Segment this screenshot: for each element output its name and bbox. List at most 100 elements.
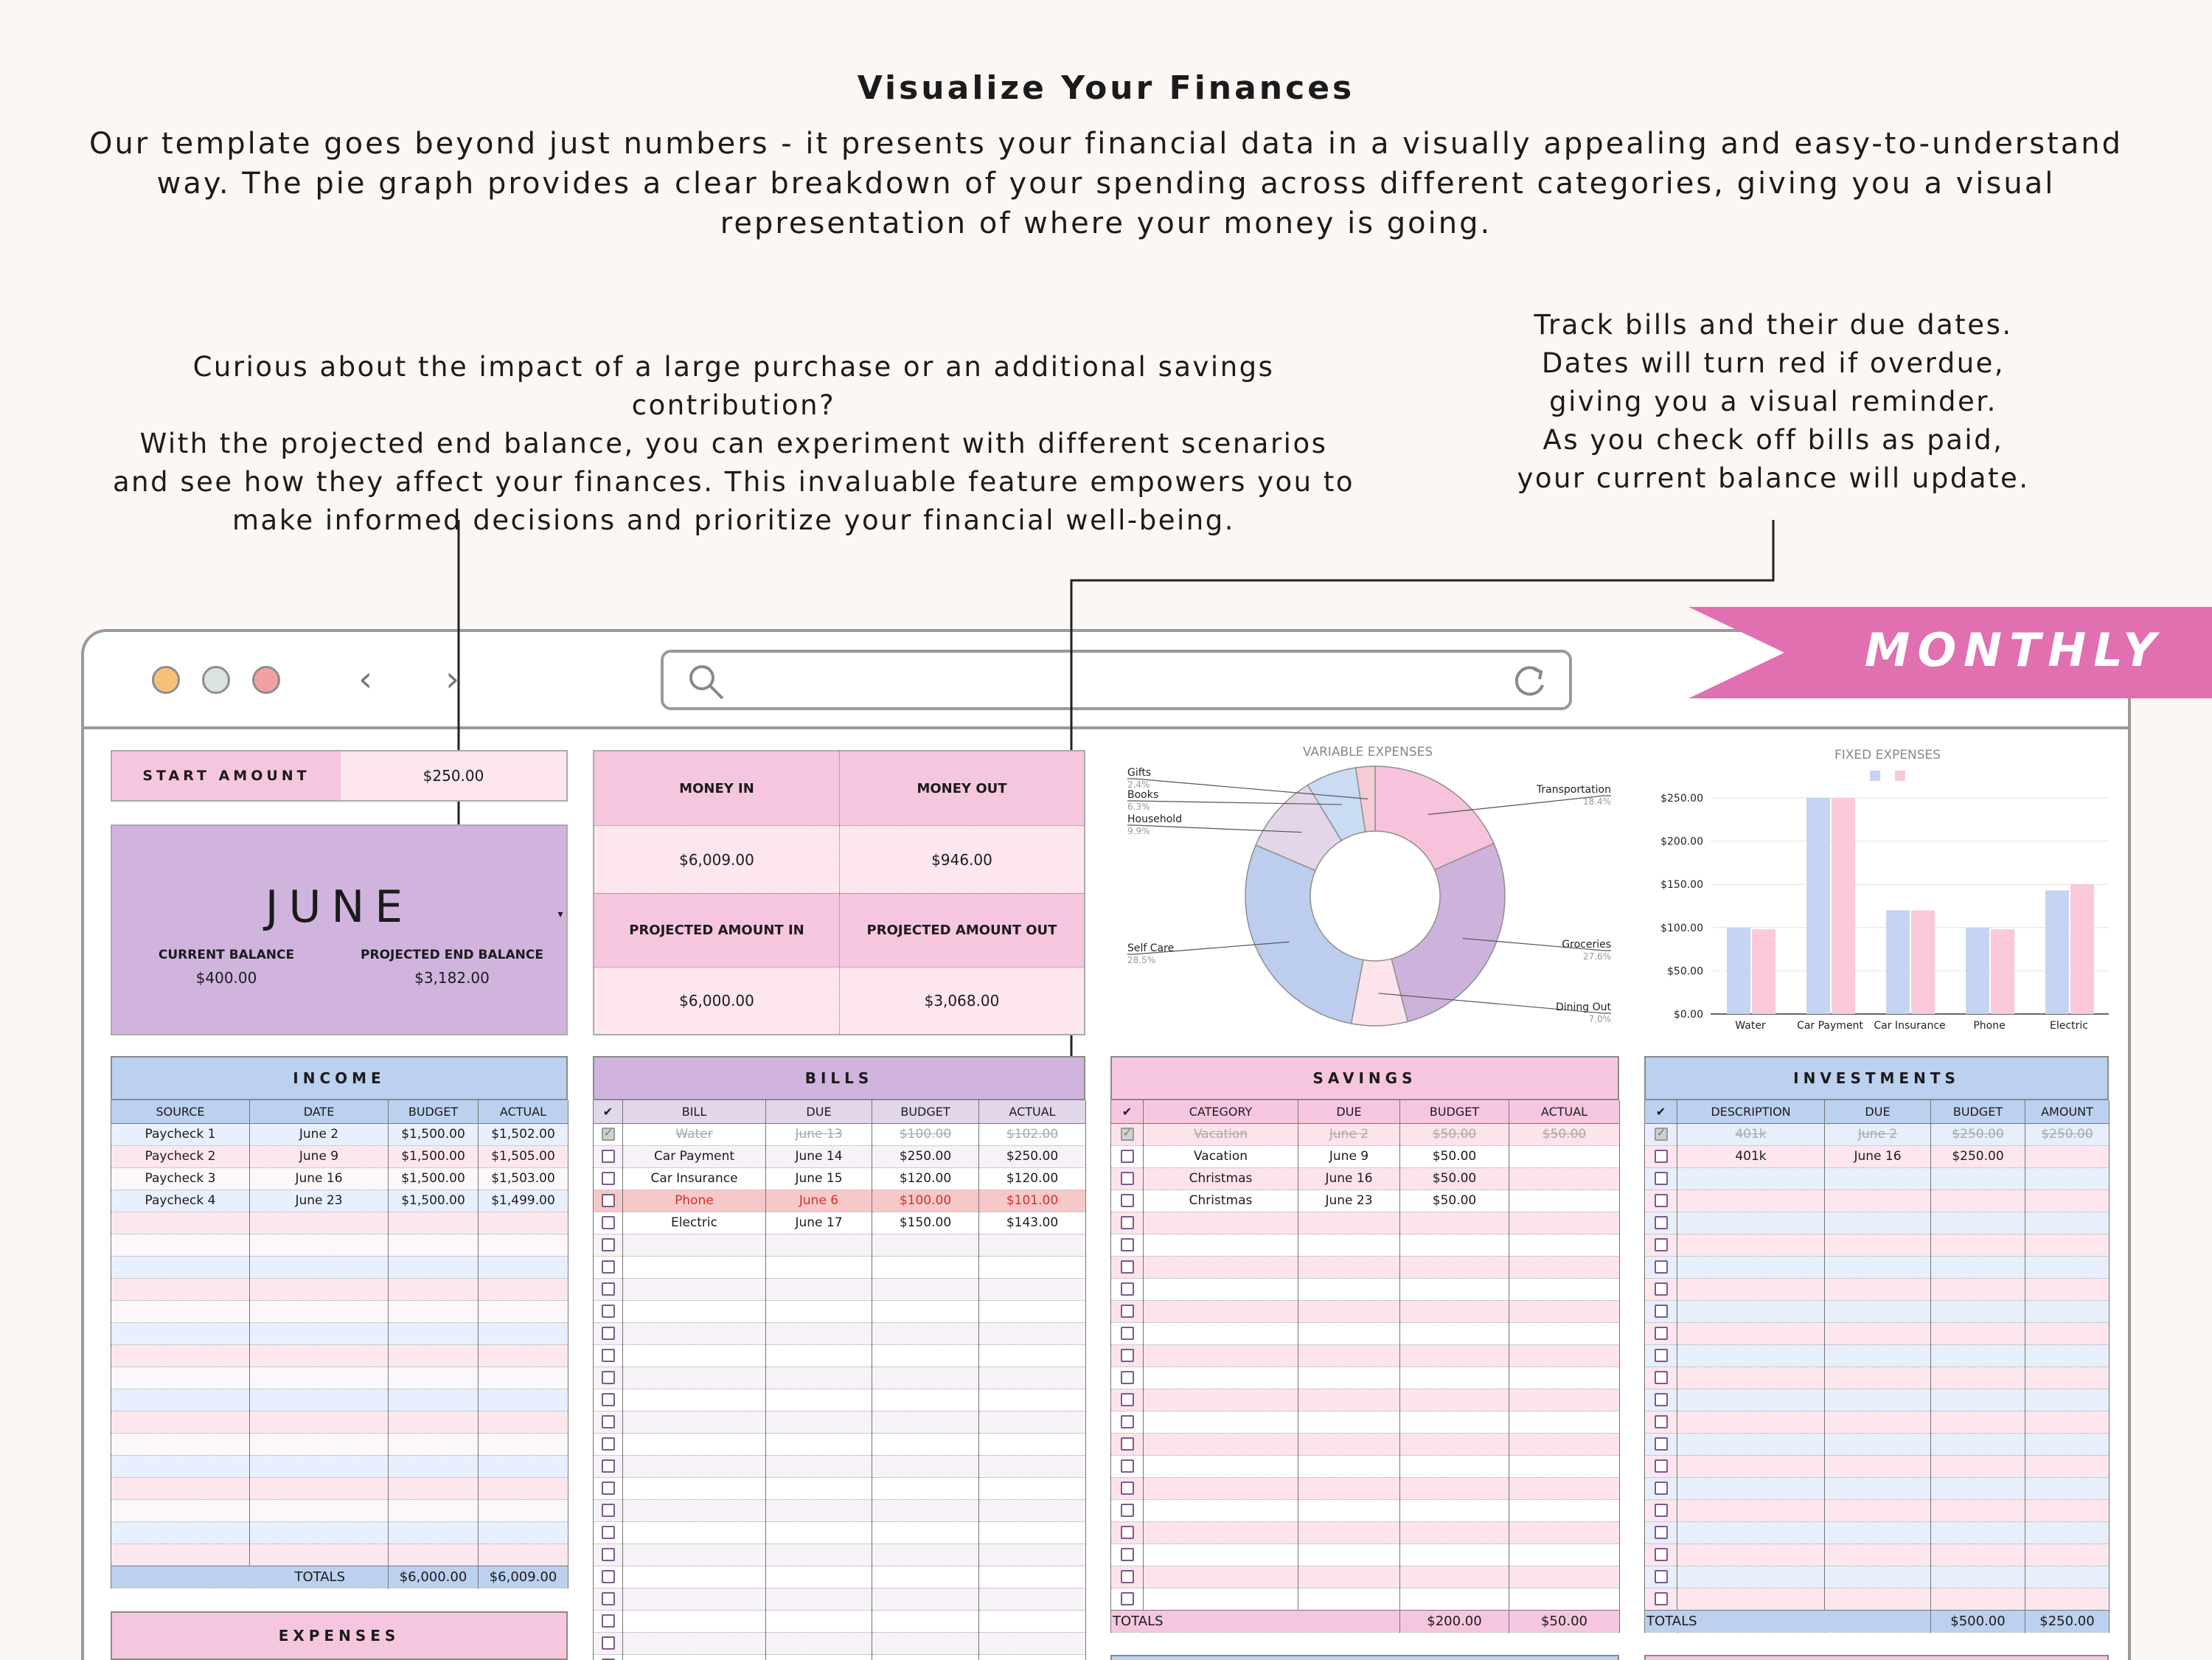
bills-cell[interactable] (765, 1455, 872, 1478)
bills-cell[interactable] (765, 1278, 872, 1301)
income-cell[interactable] (249, 1256, 389, 1279)
income-cell[interactable] (388, 1521, 479, 1544)
income-cell[interactable] (111, 1477, 250, 1500)
investments-cell[interactable] (2025, 1190, 2110, 1212)
savings-cell[interactable] (1399, 1234, 1509, 1257)
checkbox[interactable] (1654, 1305, 1668, 1318)
bills-cell[interactable] (872, 1477, 979, 1500)
investments-cell[interactable] (1824, 1566, 1931, 1588)
investments-cell[interactable] (2025, 1588, 2110, 1611)
investments-cell[interactable]: June 2 (1824, 1123, 1931, 1146)
income-cell[interactable] (249, 1499, 389, 1522)
checkbox[interactable] (1120, 1216, 1134, 1229)
income-cell[interactable] (478, 1256, 568, 1279)
investments-cell[interactable] (1930, 1322, 2025, 1345)
bills-cell[interactable]: $102.00 (978, 1123, 1086, 1146)
checkbox[interactable] (1654, 1592, 1668, 1605)
savings-cell[interactable] (1298, 1455, 1400, 1478)
bills-cell[interactable] (765, 1499, 872, 1522)
savings-cell[interactable]: $50.00 (1509, 1123, 1620, 1146)
investments-check-cell[interactable] (1644, 1145, 1677, 1168)
savings-cell[interactable] (1509, 1521, 1620, 1544)
savings-cell[interactable] (1298, 1543, 1400, 1566)
savings-cell[interactable] (1298, 1234, 1400, 1257)
savings-cell[interactable] (1143, 1543, 1298, 1566)
income-cell[interactable]: June 2 (249, 1123, 389, 1146)
bills-cell[interactable] (978, 1234, 1086, 1257)
investments-check-cell[interactable] (1644, 1256, 1677, 1279)
income-cell[interactable] (249, 1366, 389, 1389)
bills-cell[interactable] (978, 1632, 1086, 1655)
investments-cell[interactable] (2025, 1212, 2110, 1234)
savings-check-cell[interactable] (1110, 1433, 1144, 1456)
savings-cell[interactable] (1399, 1212, 1509, 1234)
savings-cell[interactable] (1298, 1499, 1400, 1522)
savings-cell[interactable] (1143, 1588, 1298, 1611)
savings-cell[interactable] (1509, 1322, 1620, 1345)
income-cell[interactable] (388, 1455, 479, 1478)
bills-cell[interactable]: $250.00 (872, 1145, 979, 1168)
bills-cell[interactable]: June 13 (765, 1123, 872, 1146)
income-cell[interactable] (478, 1389, 568, 1411)
income-cell[interactable] (388, 1300, 479, 1323)
savings-cell[interactable] (1509, 1145, 1620, 1168)
investments-cell[interactable] (1930, 1389, 2025, 1411)
income-cell[interactable] (249, 1455, 389, 1478)
checkbox[interactable] (1654, 1437, 1668, 1451)
checkbox[interactable] (1120, 1437, 1134, 1451)
investments-cell[interactable] (1930, 1411, 2025, 1434)
investments-check-cell[interactable] (1644, 1167, 1677, 1190)
income-cell[interactable] (111, 1521, 250, 1544)
investments-cell[interactable]: $250.00 (1930, 1145, 2025, 1168)
bills-cell[interactable]: June 6 (765, 1190, 872, 1212)
investments-cell[interactable] (1677, 1543, 1825, 1566)
checkbox[interactable] (1654, 1459, 1668, 1473)
savings-cell[interactable] (1509, 1566, 1620, 1588)
bills-cell[interactable] (978, 1411, 1086, 1434)
bills-cell[interactable] (622, 1566, 766, 1588)
bills-cell[interactable] (978, 1300, 1086, 1323)
income-cell[interactable]: Paycheck 1 (111, 1123, 250, 1146)
checkbox[interactable] (601, 1437, 615, 1451)
investments-cell[interactable] (1824, 1212, 1931, 1234)
investments-cell[interactable] (2025, 1300, 2110, 1323)
investments-cell[interactable] (1824, 1433, 1931, 1456)
savings-check-cell[interactable] (1110, 1543, 1144, 1566)
income-cell[interactable] (478, 1433, 568, 1456)
income-cell[interactable]: $1,502.00 (478, 1123, 568, 1146)
checkbox[interactable] (601, 1659, 615, 1660)
income-cell[interactable] (111, 1300, 250, 1323)
investments-check-cell[interactable] (1644, 1411, 1677, 1434)
savings-cell[interactable] (1143, 1322, 1298, 1345)
income-cell[interactable] (111, 1344, 250, 1367)
income-cell[interactable] (388, 1344, 479, 1367)
bills-check-cell[interactable] (593, 1411, 623, 1434)
income-cell[interactable] (111, 1433, 250, 1456)
investments-cell[interactable] (1930, 1477, 2025, 1500)
checkbox[interactable] (1654, 1415, 1668, 1428)
checkbox[interactable] (1120, 1125, 1134, 1141)
savings-cell[interactable] (1143, 1499, 1298, 1522)
checkbox[interactable] (1120, 1526, 1134, 1539)
bills-cell[interactable]: Phone (622, 1190, 766, 1212)
checkbox[interactable] (601, 1548, 615, 1561)
bills-cell[interactable] (872, 1389, 979, 1411)
bills-cell[interactable] (622, 1477, 766, 1500)
savings-check-cell[interactable] (1110, 1521, 1144, 1544)
income-cell[interactable] (478, 1300, 568, 1323)
bills-cell[interactable]: June 14 (765, 1145, 872, 1168)
income-cell[interactable] (111, 1543, 250, 1566)
savings-cell[interactable] (1399, 1389, 1509, 1411)
bills-check-cell[interactable] (593, 1278, 623, 1301)
bills-cell[interactable]: Car Payment (622, 1145, 766, 1168)
income-cell[interactable] (388, 1389, 479, 1411)
income-cell[interactable] (111, 1499, 250, 1522)
bills-cell[interactable] (872, 1521, 979, 1544)
income-cell[interactable] (478, 1455, 568, 1478)
checkbox[interactable] (601, 1150, 615, 1163)
investments-cell[interactable] (1824, 1167, 1931, 1190)
checkbox[interactable] (601, 1459, 615, 1473)
savings-cell[interactable] (1509, 1234, 1620, 1257)
bills-cell[interactable]: June 17 (765, 1212, 872, 1234)
bills-cell[interactable] (978, 1566, 1086, 1588)
